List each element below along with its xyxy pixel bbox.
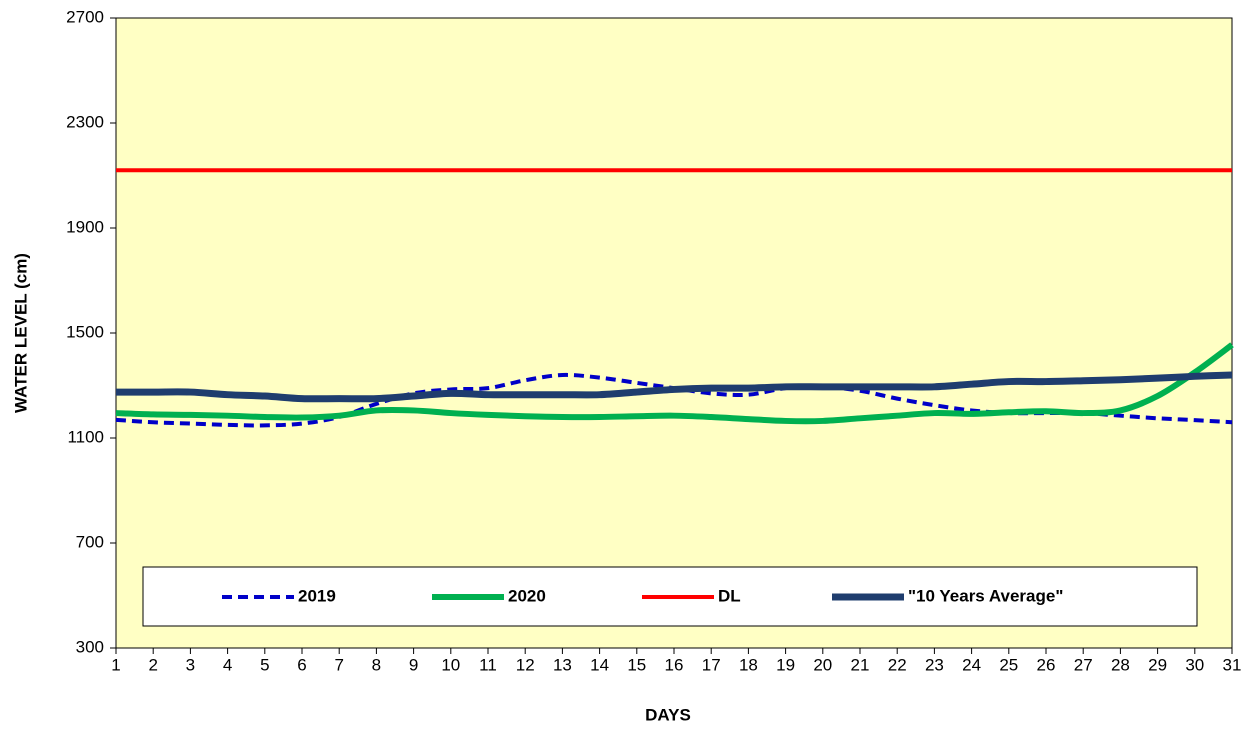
x-tick-label: 28 — [1111, 655, 1130, 674]
legend-label: 2019 — [298, 586, 336, 605]
x-tick-label: 17 — [702, 655, 721, 674]
x-tick-label: 19 — [776, 655, 795, 674]
x-tick-label: 20 — [813, 655, 832, 674]
x-tick-label: 11 — [479, 655, 497, 674]
x-tick-label: 16 — [665, 655, 684, 674]
y-tick-label: 700 — [76, 532, 104, 551]
x-tick-label: 31 — [1223, 655, 1242, 674]
x-tick-label: 8 — [372, 655, 381, 674]
x-tick-label: 2 — [148, 655, 157, 674]
legend-label: DL — [718, 586, 741, 605]
x-tick-label: 29 — [1148, 655, 1167, 674]
series-line — [115, 371, 1233, 403]
x-tick-label: 22 — [888, 655, 907, 674]
y-tick-label: 1900 — [66, 217, 104, 236]
x-axis-label: DAYS — [645, 705, 691, 724]
y-tick-label: 1100 — [67, 427, 104, 446]
y-tick-label: 2700 — [66, 7, 104, 26]
x-tick-label: 9 — [409, 655, 418, 674]
x-tick-label: 6 — [297, 655, 306, 674]
x-tick-label: 21 — [851, 655, 870, 674]
x-tick-label: 13 — [553, 655, 572, 674]
x-tick-label: 15 — [627, 655, 646, 674]
series-line — [115, 342, 1234, 425]
x-tick-label: 10 — [441, 655, 460, 674]
x-tick-label: 25 — [999, 655, 1018, 674]
x-tick-label: 1 — [111, 655, 120, 674]
x-tick-label: 5 — [260, 655, 269, 674]
y-tick-label: 300 — [76, 637, 104, 656]
x-tick-label: 7 — [334, 655, 343, 674]
x-tick-label: 26 — [1037, 655, 1056, 674]
x-tick-label: 12 — [516, 655, 535, 674]
x-tick-label: 14 — [590, 655, 609, 674]
plot-area — [115, 17, 1233, 649]
x-tick-label: 24 — [962, 655, 981, 674]
x-tick-label: 3 — [186, 655, 195, 674]
x-tick-label: 30 — [1185, 655, 1204, 674]
y-tick-label: 1500 — [66, 322, 104, 341]
legend-label: 2020 — [508, 586, 546, 605]
x-tick-label: 4 — [223, 655, 232, 674]
legend-label: "10 Years Average" — [908, 586, 1063, 605]
x-tick-label: 23 — [925, 655, 944, 674]
y-tick-label: 2300 — [66, 112, 104, 131]
x-tick-label: 27 — [1074, 655, 1093, 674]
y-axis-label: WATER LEVEL (cm) — [11, 253, 30, 413]
x-tick-label: 18 — [739, 655, 758, 674]
